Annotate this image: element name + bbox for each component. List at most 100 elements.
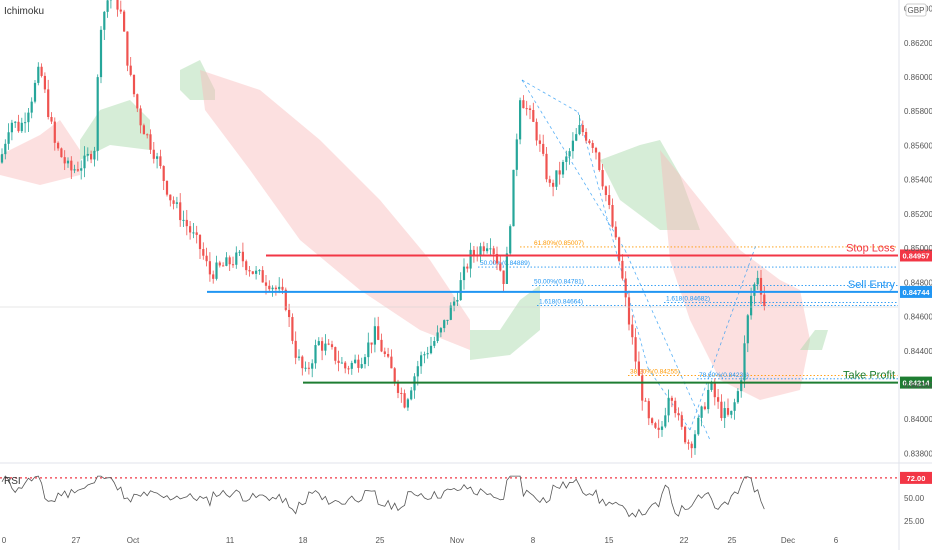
candle-body (572, 141, 574, 151)
candle-body (334, 347, 336, 361)
candle-body (87, 154, 89, 156)
candle-body (252, 271, 254, 274)
currency-label: GBP (908, 6, 925, 15)
candle-body (621, 261, 623, 279)
candle-body (222, 265, 224, 266)
candle-body (275, 288, 277, 289)
candle-body (199, 235, 201, 249)
candle-body (367, 343, 369, 358)
price-tick-label: 0.85800 (904, 107, 932, 116)
candle-body (11, 123, 13, 132)
candle-body (126, 32, 128, 66)
candle-body (483, 246, 485, 251)
candle-body (215, 263, 217, 279)
candle-body (638, 361, 640, 375)
candle-body (545, 154, 547, 179)
candle-body (737, 391, 739, 402)
candle-body (80, 168, 82, 170)
candle-body (734, 402, 736, 411)
candle-body (328, 344, 330, 345)
candle-body (57, 143, 59, 149)
candle-body (674, 401, 676, 413)
candle-body (608, 195, 610, 205)
candle-body (156, 156, 158, 159)
candle-body (206, 256, 208, 261)
candle-body (427, 353, 429, 354)
candle-body (149, 134, 151, 149)
candle-body (763, 295, 765, 306)
candle-body (130, 66, 132, 75)
rsi-label: RSI (4, 476, 21, 487)
candle-body (100, 30, 102, 77)
candle-body (697, 418, 699, 434)
price-tick-label: 0.84600 (904, 313, 932, 322)
candle-body (245, 261, 247, 270)
candle-body (437, 332, 439, 341)
time-tick-label: 25 (728, 536, 737, 545)
candle-body (473, 250, 475, 255)
candle-body (628, 297, 630, 324)
candle-body (107, 0, 109, 12)
candle-body (387, 354, 389, 357)
candle-body (116, 0, 118, 10)
candle-body (14, 122, 16, 123)
time-tick-label: Oct (127, 536, 140, 545)
price-tick-label: 0.85200 (904, 210, 932, 219)
candle-body (588, 141, 590, 143)
candle-body (351, 363, 353, 369)
candle-body (255, 271, 257, 274)
candle-body (202, 249, 204, 256)
candle-body (298, 357, 300, 358)
candle-body (397, 383, 399, 393)
candle-body (380, 340, 382, 352)
candle-body (582, 125, 584, 132)
time-tick-label: Nov (450, 536, 464, 545)
candle-body (615, 227, 617, 238)
time-tick-label: 0 (2, 536, 7, 545)
candle-body (189, 226, 191, 232)
time-tick-label: 27 (72, 536, 81, 545)
candle-body (539, 140, 541, 143)
stop-loss-label: Stop Loss (846, 242, 895, 254)
candle-body (757, 278, 759, 284)
candle-body (453, 302, 455, 306)
candle-body (163, 166, 165, 181)
candle-body (41, 67, 43, 76)
candle-body (331, 344, 333, 347)
candle-body (242, 252, 244, 261)
candle-body (423, 354, 425, 355)
price-tick-label: 0.84000 (904, 415, 932, 424)
candle-body (470, 250, 472, 269)
candle-body (209, 261, 211, 274)
candle-body (410, 390, 412, 399)
candle-body (140, 108, 142, 125)
rsi-marker-text: 72.00 (907, 474, 926, 483)
candle-body (489, 248, 491, 249)
candle-body (361, 364, 363, 368)
candle-body (747, 315, 749, 343)
candle-body (687, 442, 689, 443)
candle-body (4, 144, 6, 154)
candle-body (371, 343, 373, 345)
candle-body (64, 157, 66, 163)
candle-body (166, 181, 168, 195)
candle-body (569, 151, 571, 156)
time-tick-label: 18 (299, 536, 308, 545)
candle-body (262, 270, 264, 282)
candle-body (179, 202, 181, 220)
candle-body (232, 264, 234, 265)
candle-body (585, 132, 587, 141)
candle-body (404, 393, 406, 407)
candle-body (575, 134, 577, 141)
candle-body (677, 413, 679, 415)
price-tick-label: 0.84200 (904, 381, 932, 390)
fib-level-label: 50.00%(0.84781) (534, 279, 584, 286)
candle-body (486, 248, 488, 251)
candle-body (602, 170, 604, 186)
candle-body (146, 134, 148, 135)
candle-body (506, 253, 508, 284)
candle-body (169, 195, 171, 201)
price-tick-label: 0.84800 (904, 278, 932, 287)
